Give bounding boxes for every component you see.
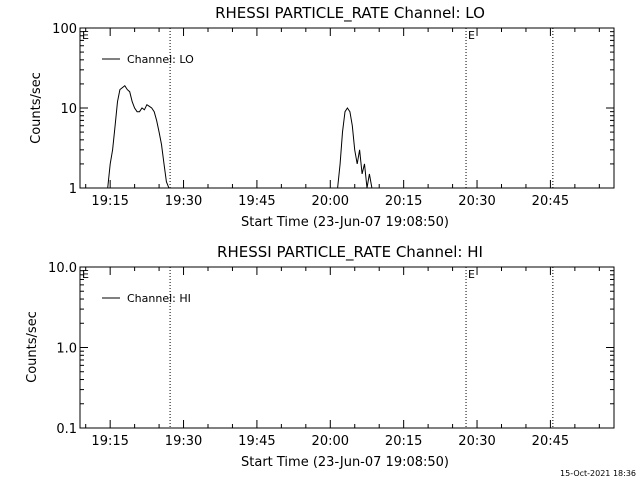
x-tick-label-lo: 20:45 bbox=[532, 194, 569, 209]
y-tick-label-lo: 1 bbox=[69, 182, 77, 197]
x-tick-label-hi: 20:30 bbox=[458, 434, 495, 449]
x-tick-label-hi: 19:45 bbox=[238, 434, 275, 449]
event-marker-label-hi: E bbox=[82, 268, 89, 281]
x-tick-label-lo: 20:15 bbox=[385, 194, 422, 209]
x-tick-label-hi: 19:15 bbox=[91, 434, 128, 449]
y-axis-label-lo: Counts/sec bbox=[29, 72, 44, 144]
y-tick-label-lo: 100 bbox=[52, 22, 77, 37]
footer-timestamp: 15-Oct-2021 18:36 bbox=[560, 469, 636, 478]
chart-title-hi: RHESSI PARTICLE_RATE Channel: HI bbox=[217, 243, 483, 262]
x-tick-label-lo: 20:00 bbox=[312, 194, 349, 209]
x-tick-label-lo: 19:30 bbox=[165, 194, 202, 209]
series-line-lo bbox=[107, 84, 174, 189]
event-marker-label-hi: E bbox=[468, 268, 475, 281]
y-tick-label-hi: 1.0 bbox=[56, 342, 77, 357]
x-axis-label-hi: Start Time (23-Jun-07 19:08:50) bbox=[241, 455, 449, 470]
x-tick-label-lo: 19:15 bbox=[91, 194, 128, 209]
x-tick-label-lo: 20:30 bbox=[458, 194, 495, 209]
x-tick-label-hi: 20:00 bbox=[312, 434, 349, 449]
legend-label-hi: Channel: HI bbox=[127, 292, 191, 305]
x-tick-label-hi: 20:15 bbox=[385, 434, 422, 449]
series-line-lo bbox=[337, 107, 375, 189]
chart-title-lo: RHESSI PARTICLE_RATE Channel: LO bbox=[215, 4, 485, 23]
event-marker-label-lo: E bbox=[82, 29, 89, 42]
panel-channel-hi: RHESSI PARTICLE_RATE Channel: HI Counts/… bbox=[25, 243, 615, 470]
y-tick-label-lo: 10 bbox=[60, 102, 77, 117]
panel-channel-lo: RHESSI PARTICLE_RATE Channel: LO Counts/… bbox=[29, 4, 615, 230]
x-tick-label-hi: 19:30 bbox=[165, 434, 202, 449]
x-tick-label-lo: 19:45 bbox=[238, 194, 275, 209]
x-axis-label-lo: Start Time (23-Jun-07 19:08:50) bbox=[241, 215, 449, 230]
y-axis-label-hi: Counts/sec bbox=[25, 311, 40, 383]
x-tick-label-hi: 20:45 bbox=[532, 434, 569, 449]
legend-label-lo: Channel: LO bbox=[127, 53, 194, 66]
event-marker-label-lo: E bbox=[468, 29, 475, 42]
y-tick-label-hi: 0.1 bbox=[56, 422, 77, 437]
y-tick-label-hi: 10.0 bbox=[48, 261, 77, 276]
